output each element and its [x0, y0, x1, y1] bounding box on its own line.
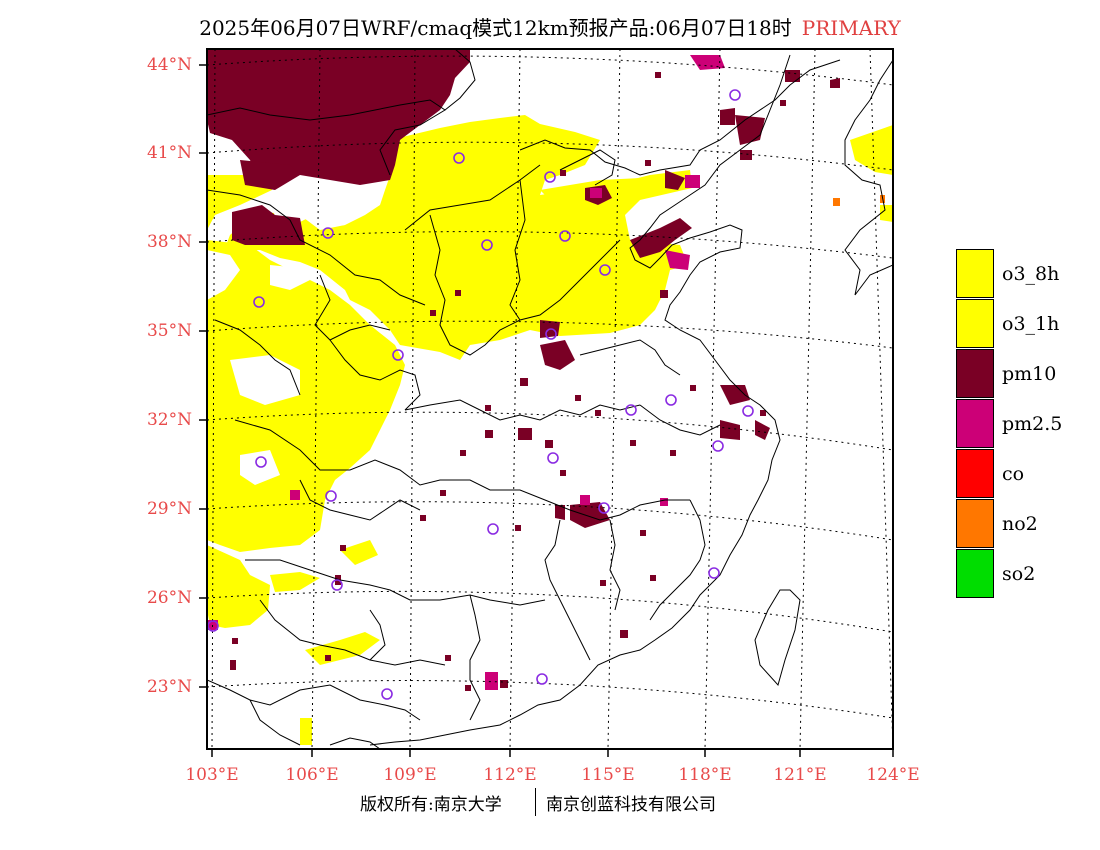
legend-label: so2 — [1002, 563, 1036, 585]
city-markers — [207, 89, 754, 700]
lon-label-106: 106°E — [285, 765, 339, 785]
no2-area — [833, 195, 885, 206]
lon-label-103: 103°E — [185, 765, 239, 785]
lon-label-115: 115°E — [581, 765, 635, 785]
lat-label-32: 32°N — [146, 410, 192, 430]
lat-label-44: 44°N — [146, 55, 192, 75]
map-title: 2025年06月07日WRF/cmaq模式12km预报产品:06月07日18时 P… — [0, 12, 1100, 41]
title-main: 2025年06月07日WRF/cmaq模式12km预报产品:06月07日18时 — [199, 16, 792, 40]
legend-label: co — [1002, 463, 1025, 485]
legend-label: o3_8h — [1002, 263, 1060, 285]
legend-label: o3_1h — [1002, 313, 1060, 335]
boundary-lines — [207, 49, 893, 749]
legend-swatch — [956, 349, 994, 398]
lat-label-38: 38°N — [146, 232, 192, 252]
lat-label-26: 26°N — [146, 588, 192, 608]
legend-swatch — [956, 549, 994, 598]
legend-swatch — [956, 499, 994, 548]
legend-label: no2 — [1002, 513, 1038, 535]
lon-label-118: 118°E — [678, 765, 732, 785]
pm10-area — [207, 49, 840, 528]
legend-label: pm10 — [1002, 363, 1057, 385]
legend-swatch — [956, 399, 994, 448]
copyright-company: 南京创蓝科技有限公司 — [546, 795, 716, 815]
lon-label-121: 121°E — [773, 765, 827, 785]
lon-label-109: 109°E — [383, 765, 437, 785]
lon-label-112: 112°E — [483, 765, 537, 785]
legend-swatch — [956, 249, 994, 298]
legend-label: pm2.5 — [1002, 413, 1063, 435]
map-frame — [206, 48, 894, 750]
graticule — [207, 49, 893, 749]
legend-swatch — [956, 299, 994, 348]
pm25-area — [207, 55, 725, 690]
lat-label-29: 29°N — [146, 499, 192, 519]
lat-label-41: 41°N — [146, 143, 192, 163]
legend-swatch — [956, 449, 994, 498]
title-tag: PRIMARY — [801, 16, 901, 40]
copyright-owner: 版权所有:南京大学 — [360, 795, 502, 815]
lat-label-23: 23°N — [146, 677, 192, 697]
footer-divider — [535, 788, 536, 816]
lon-label-124: 124°E — [866, 765, 920, 785]
lat-label-35: 35°N — [146, 321, 192, 341]
